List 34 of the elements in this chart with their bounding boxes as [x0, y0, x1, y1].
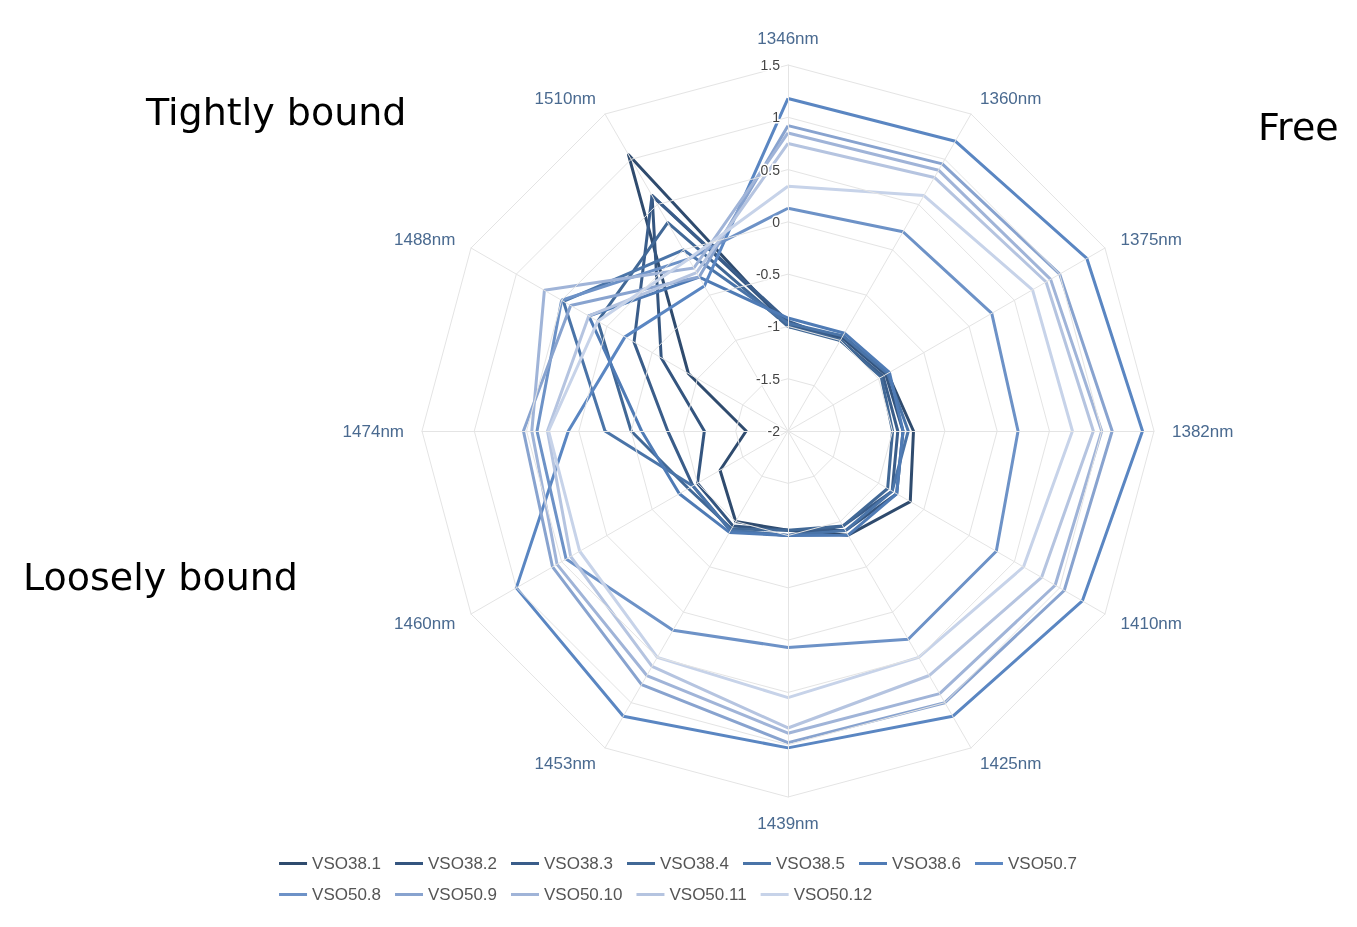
- spoke-label: 1460nm: [394, 613, 456, 633]
- y-tick-label: -0.5: [755, 266, 781, 283]
- y-tick-label: 0: [772, 213, 781, 230]
- spoke-label: 1360nm: [980, 88, 1042, 108]
- text: Free: [1258, 105, 1339, 149]
- legend-label: VSO50.7: [1007, 854, 1077, 873]
- spoke-label: 1375nm: [1120, 229, 1182, 249]
- spoke-label: 1346nm: [757, 29, 819, 48]
- spoke-label: 1410nm: [1120, 613, 1182, 633]
- spoke-label: 1382nm: [1172, 421, 1234, 441]
- spoke-label: 1453nm: [534, 754, 596, 774]
- y-tick-label: -1.5: [755, 370, 781, 387]
- spoke-label: 1510nm: [534, 88, 596, 108]
- legend-label: VSO38.2: [428, 854, 498, 873]
- y-tick-label: 0.5: [760, 161, 781, 178]
- y-tick-label: -1: [767, 318, 781, 335]
- legend-label: VSO50.12: [793, 885, 873, 904]
- spoke-label: 1439nm: [757, 814, 819, 833]
- spoke-label: 1474nm: [342, 421, 404, 441]
- legend-label: VSO38.4: [660, 854, 730, 873]
- legend-label: VSO38.5: [775, 854, 845, 873]
- text: Tightly bound: [145, 90, 407, 134]
- spoke-label: 1425nm: [980, 754, 1042, 774]
- legend-label: VSO50.11: [669, 885, 747, 904]
- y-tick-label: -2: [767, 423, 781, 439]
- legend-label: VSO38.3: [544, 854, 614, 873]
- legend-label: VSO50.9: [428, 885, 498, 904]
- legend-label: VSO50.10: [544, 885, 623, 904]
- y-tick-label: 1.5: [760, 57, 781, 73]
- spoke-label: 1488nm: [394, 229, 456, 249]
- legend-label: VSO38.6: [891, 854, 961, 873]
- text: Loosely bound: [23, 555, 298, 599]
- legend-label: VSO50.8: [312, 885, 382, 904]
- legend-label: VSO38.1: [312, 854, 382, 873]
